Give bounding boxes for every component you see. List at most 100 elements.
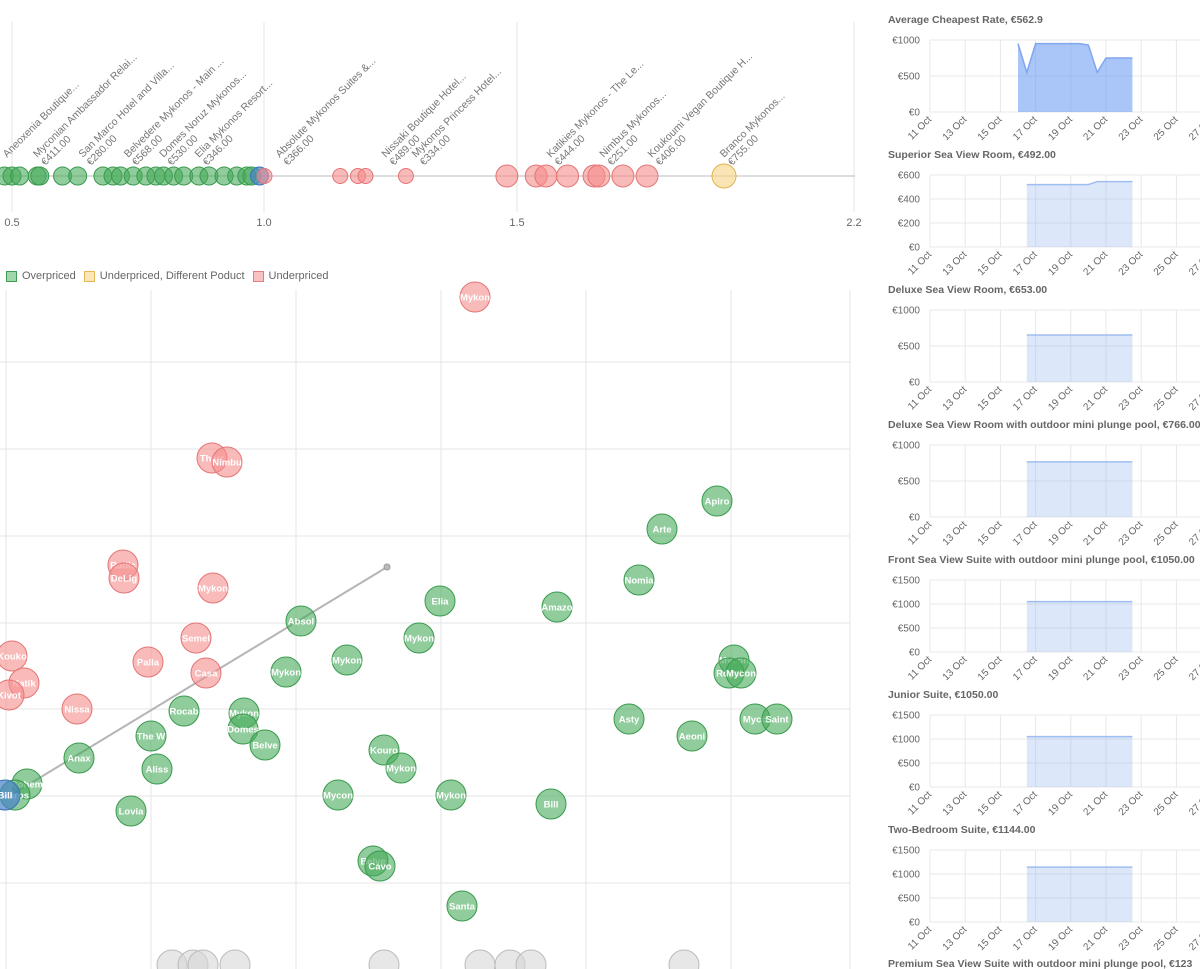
strip-point [30,166,50,186]
mini-area [1026,736,1133,787]
room-rate-plot: €1500€1000€500€011 Oct 13 Oct 15 Oct 17 Oct… [892,711,1200,818]
bubble: Mykon [385,752,417,784]
mini-x-tick: 25 Oct [1152,384,1181,413]
bubble-label: Myco [743,715,767,726]
mini-x-tick: 13 Oct [941,924,970,953]
bubble-label: Kouro [370,746,398,757]
mini-y-tick: €0 [909,243,921,254]
mini-x-tick: 21 Oct [1082,654,1111,683]
bubble: Rocab [168,695,200,727]
mini-x-tick: 25 Oct [1152,519,1181,548]
strip-point [635,164,659,188]
bubble-circle [646,513,678,545]
bubble-label: Aliss [146,765,169,776]
bubble [187,949,219,969]
bubble-circle [211,446,243,478]
bubble-label: DeLig [111,574,138,585]
mini-x-tick: 13 Oct [941,384,970,413]
bubble-label: Aeoni [679,732,705,743]
bubble-circle [132,646,164,678]
bubble-circle [368,949,400,969]
mini-x-tick: 27 Oct [1187,924,1200,953]
legend-item-underpriced[interactable]: Underpriced [252,270,329,282]
strip-point [357,168,374,184]
x-tick-label: 0.5 [4,217,19,229]
bubble-label: Mykon [198,584,228,595]
room-rate-chart: Front Sea View Suite with outdoor mini p… [888,554,1200,683]
bubble-circle [322,779,354,811]
mini-y-tick: €1500 [892,846,920,857]
bubble-circle [219,949,251,969]
bubble-label: Saint [765,715,789,726]
bubble-label: Mycon [726,669,756,680]
room-rate-title: Two-Bedroom Suite, €1144.00 [888,824,1036,836]
mini-x-tick: 27 Oct [1187,384,1200,413]
legend-swatch-underpriced [252,270,264,282]
mini-x-tick: 17 Oct [1011,654,1040,683]
room-rate-plot: €1500€1000€500€011 Oct 13 Oct 15 Oct 17 Oct… [892,846,1200,953]
legend-label-underpriced: Underpriced [268,270,329,282]
bubble-circle [676,720,708,752]
bubble-label: Lovia [119,807,145,818]
bubble-label: Bohem [11,780,43,791]
bubble [219,949,251,969]
bubble-label: Mykon [436,791,466,802]
mini-x-tick: 15 Oct [976,654,1005,683]
mini-y-tick: €1000 [892,600,920,611]
mini-x-tick: 21 Oct [1082,114,1111,143]
bubble-label: Asty [619,715,640,726]
mini-x-tick: 19 Oct [1046,654,1075,683]
room-rate-plot: €1000€500€011 Oct 13 Oct 15 Oct 17 Oct 19 Oc… [892,36,1200,143]
mini-x-tick: 21 Oct [1082,789,1111,818]
bubble: Mykon [435,779,467,811]
mini-x-tick: 13 Oct [941,249,970,278]
mini-y-tick: €1500 [892,711,920,722]
mini-x-tick: 23 Oct [1117,249,1146,278]
legend-item-underpriced-different-product[interactable]: Underpriced, Different Poduct [83,270,245,282]
bubble-circle [701,485,733,517]
legend: Overpriced Underpriced, Different Poduct… [6,270,328,282]
bubble-label: Nissa [64,705,90,716]
mini-x-tick: 23 Oct [1117,114,1146,143]
mini-x-tick: 27 Oct [1187,654,1200,683]
bubble-circle [403,622,435,654]
bubble-label: Mykon [271,668,301,679]
bubble: Mykon [331,644,363,676]
bubble: Mykon [270,656,302,688]
bubble-circle [668,949,700,969]
mini-x-tick: 25 Oct [1152,924,1181,953]
legend-item-overpriced[interactable]: Overpriced [6,270,76,282]
bubble: Mycon [322,779,354,811]
mini-x-tick: 13 Oct [941,654,970,683]
mini-x-tick: 27 Oct [1187,519,1200,548]
bubble: Bill [535,788,567,820]
bubble-circle [424,585,456,617]
mini-x-tick: 25 Oct [1152,654,1181,683]
bubble: Nissa [61,693,93,725]
bubble [668,949,700,969]
bubble-circle [115,795,147,827]
bubble: Palla [132,646,164,678]
bubble: Arte [646,513,678,545]
room-rate-plot: €600€400€200€011 Oct 13 Oct 15 Oct 17 Oct 19… [898,171,1200,278]
mini-y-tick: €1000 [892,735,920,746]
bubble-label: Mycon [323,791,353,802]
bubble-circle [364,850,396,882]
bubble: Saint [761,703,793,735]
mini-y-tick: €1000 [892,306,920,317]
bubble-circle [180,622,212,654]
bubble-circle [61,693,93,725]
room-rate-title: Average Cheapest Rate, €562.9 [888,14,1043,26]
bubble-circle [623,564,655,596]
bubble-circle [761,703,793,735]
bubble: Mykon [197,572,229,604]
bubble-label: Mykon [460,293,490,304]
mini-x-tick: 19 Oct [1046,114,1075,143]
mini-x-tick: 17 Oct [1011,924,1040,953]
mini-area [1026,461,1133,517]
bubble: Amazo [541,591,573,623]
bubble-circle [541,591,573,623]
x-tick-label: 1.0 [256,217,271,229]
mini-x-tick: 25 Oct [1152,114,1181,143]
bubble-label: Bill [0,791,12,802]
